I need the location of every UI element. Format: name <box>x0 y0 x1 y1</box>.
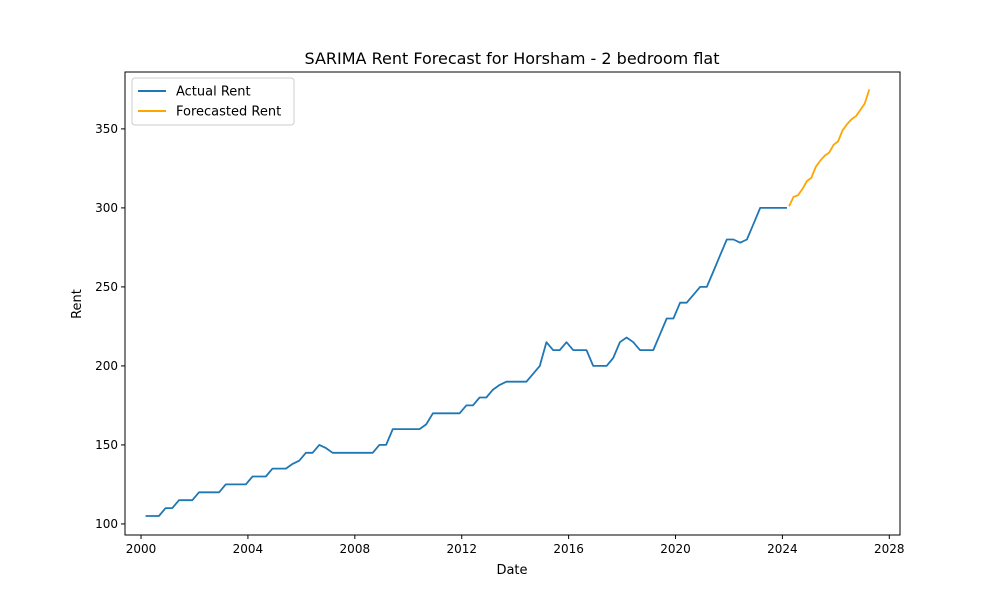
axes-frame <box>124 71 901 536</box>
y-tick-label-200: 200 <box>95 359 118 373</box>
x-tick-label-2028: 2028 <box>874 542 905 556</box>
x-tick-label-2004: 2004 <box>233 542 264 556</box>
x-tick-label-2008: 2008 <box>340 542 371 556</box>
y-tick-label-250: 250 <box>95 280 118 294</box>
y-axis-label: Rent <box>70 289 85 319</box>
x-tick-label-2024: 2024 <box>767 542 798 556</box>
legend-box <box>131 77 295 126</box>
x-tick-label-2000: 2000 <box>126 542 157 556</box>
y-tick-label-350: 350 <box>95 122 118 136</box>
legend-label-forecasted-rent: Forecasted Rent <box>176 105 281 120</box>
x-tick-label-2020: 2020 <box>660 542 691 556</box>
plot-area: 2000 2004 2008 2012 2016 2020 2024 2028 100 150 20… <box>95 71 905 556</box>
legend: Actual Rent Forecasted Rent <box>131 77 295 126</box>
y-tick-label-150: 150 <box>95 438 118 452</box>
chart-title: SARIMA Rent Forecast for Horsham - 2 bed… <box>305 49 720 68</box>
series-line-forecasted-rent <box>788 89 871 207</box>
x-tick-label-2016: 2016 <box>553 542 584 556</box>
x-axis-label: Date <box>496 563 527 578</box>
series-line-actual-rent <box>145 207 787 517</box>
legend-label-actual-rent: Actual Rent <box>176 85 251 100</box>
x-tick-label-2012: 2012 <box>446 542 477 556</box>
y-tick-label-300: 300 <box>95 201 118 215</box>
y-tick-label-100: 100 <box>95 517 118 531</box>
